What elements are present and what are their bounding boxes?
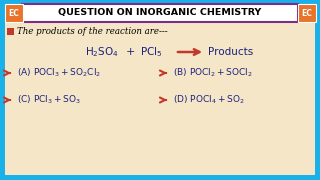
- Text: $\mathregular{H_2SO_4}$: $\mathregular{H_2SO_4}$: [85, 45, 119, 59]
- Bar: [5, 4, 23, 22]
- Text: The products of the reaction are---: The products of the reaction are---: [17, 27, 168, 36]
- Text: $\mathregular{PCl_5}$: $\mathregular{PCl_5}$: [140, 45, 163, 59]
- Text: EC: EC: [9, 8, 20, 17]
- Bar: [298, 4, 316, 22]
- Text: EC: EC: [301, 8, 312, 17]
- Text: $\mathregular{(A)\ POCl_3 + SO_2Cl_2}$: $\mathregular{(A)\ POCl_3 + SO_2Cl_2}$: [17, 67, 101, 79]
- Text: QUESTION ON INORGANIC CHEMISTRY: QUESTION ON INORGANIC CHEMISTRY: [58, 8, 262, 17]
- Text: +: +: [125, 47, 135, 57]
- Text: $\mathregular{(C)\ PCl_3 + SO_3}$: $\mathregular{(C)\ PCl_3 + SO_3}$: [17, 94, 81, 106]
- Bar: [22, 4, 298, 22]
- Text: $\mathregular{(D)\ POCl_4 + SO_2}$: $\mathregular{(D)\ POCl_4 + SO_2}$: [173, 94, 245, 106]
- Text: $\mathregular{(B)\ POCl_2 + SOCl_2}$: $\mathregular{(B)\ POCl_2 + SOCl_2}$: [173, 67, 253, 79]
- Text: Products: Products: [208, 47, 253, 57]
- Bar: [7, 28, 14, 35]
